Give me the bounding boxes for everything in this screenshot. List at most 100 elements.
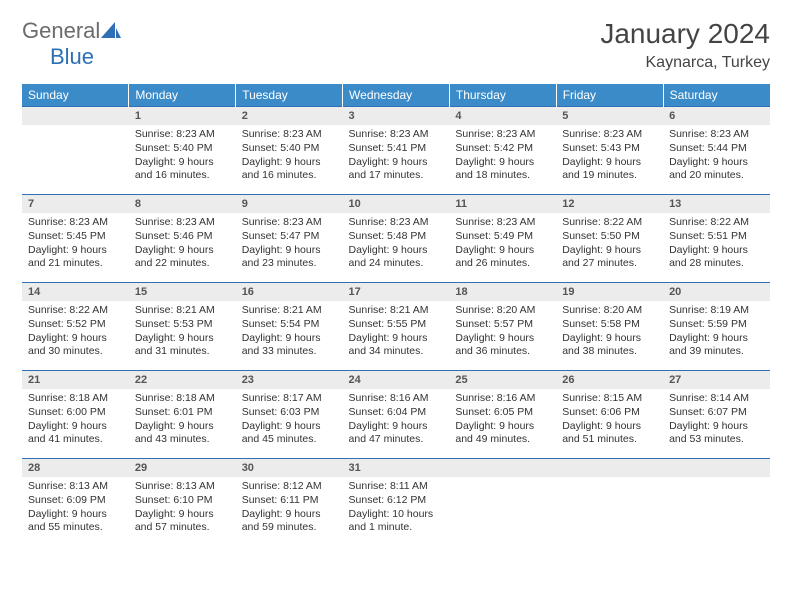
day-number: 20 (663, 283, 770, 301)
day-text: Sunrise: 8:19 AMSunset: 5:59 PMDaylight:… (663, 301, 770, 365)
calendar-cell: 28Sunrise: 8:13 AMSunset: 6:09 PMDayligh… (22, 459, 129, 547)
day-text: Sunrise: 8:21 AMSunset: 5:54 PMDaylight:… (236, 301, 343, 365)
calendar-header: SundayMondayTuesdayWednesdayThursdayFrid… (22, 84, 770, 107)
day-text: Sunrise: 8:20 AMSunset: 5:57 PMDaylight:… (449, 301, 556, 365)
calendar-cell: 21Sunrise: 8:18 AMSunset: 6:00 PMDayligh… (22, 371, 129, 459)
day-number: 8 (129, 195, 236, 213)
calendar-cell: 20Sunrise: 8:19 AMSunset: 5:59 PMDayligh… (663, 283, 770, 371)
calendar-cell: 6Sunrise: 8:23 AMSunset: 5:44 PMDaylight… (663, 107, 770, 195)
calendar-row: 14Sunrise: 8:22 AMSunset: 5:52 PMDayligh… (22, 283, 770, 371)
weekday-sunday: Sunday (22, 84, 129, 107)
day-text: Sunrise: 8:13 AMSunset: 6:09 PMDaylight:… (22, 477, 129, 541)
calendar-cell: 22Sunrise: 8:18 AMSunset: 6:01 PMDayligh… (129, 371, 236, 459)
day-text: Sunrise: 8:11 AMSunset: 6:12 PMDaylight:… (343, 477, 450, 541)
calendar-cell-empty (556, 459, 663, 547)
day-text: Sunrise: 8:23 AMSunset: 5:42 PMDaylight:… (449, 125, 556, 189)
location: Kaynarca, Turkey (600, 54, 770, 72)
calendar-cell: 29Sunrise: 8:13 AMSunset: 6:10 PMDayligh… (129, 459, 236, 547)
calendar-cell: 31Sunrise: 8:11 AMSunset: 6:12 PMDayligh… (343, 459, 450, 547)
day-text: Sunrise: 8:17 AMSunset: 6:03 PMDaylight:… (236, 389, 343, 453)
day-number: 28 (22, 459, 129, 477)
weekday-monday: Monday (129, 84, 236, 107)
day-number: 24 (343, 371, 450, 389)
day-number: 15 (129, 283, 236, 301)
calendar-row: 28Sunrise: 8:13 AMSunset: 6:09 PMDayligh… (22, 459, 770, 547)
day-text: Sunrise: 8:23 AMSunset: 5:45 PMDaylight:… (22, 213, 129, 277)
day-number: 23 (236, 371, 343, 389)
day-number: 25 (449, 371, 556, 389)
day-number: 29 (129, 459, 236, 477)
calendar-cell: 11Sunrise: 8:23 AMSunset: 5:49 PMDayligh… (449, 195, 556, 283)
day-number: 14 (22, 283, 129, 301)
brand-name: GeneralBlue (22, 18, 123, 70)
day-text: Sunrise: 8:12 AMSunset: 6:11 PMDaylight:… (236, 477, 343, 541)
day-text: Sunrise: 8:16 AMSunset: 6:05 PMDaylight:… (449, 389, 556, 453)
day-number: 18 (449, 283, 556, 301)
day-text: Sunrise: 8:23 AMSunset: 5:40 PMDaylight:… (129, 125, 236, 189)
day-number: 26 (556, 371, 663, 389)
calendar-cell: 9Sunrise: 8:23 AMSunset: 5:47 PMDaylight… (236, 195, 343, 283)
weekday-tuesday: Tuesday (236, 84, 343, 107)
day-number: 3 (343, 107, 450, 125)
calendar-row: 1Sunrise: 8:23 AMSunset: 5:40 PMDaylight… (22, 107, 770, 195)
day-number-empty (556, 459, 663, 477)
day-text: Sunrise: 8:22 AMSunset: 5:50 PMDaylight:… (556, 213, 663, 277)
brand-name-2: Blue (50, 44, 94, 69)
calendar-cell: 7Sunrise: 8:23 AMSunset: 5:45 PMDaylight… (22, 195, 129, 283)
calendar-cell-empty (449, 459, 556, 547)
calendar-cell-empty (22, 107, 129, 195)
calendar-cell: 13Sunrise: 8:22 AMSunset: 5:51 PMDayligh… (663, 195, 770, 283)
brand-logo: GeneralBlue (22, 18, 123, 70)
day-number: 1 (129, 107, 236, 125)
day-text: Sunrise: 8:20 AMSunset: 5:58 PMDaylight:… (556, 301, 663, 365)
day-text: Sunrise: 8:23 AMSunset: 5:46 PMDaylight:… (129, 213, 236, 277)
weekday-friday: Friday (556, 84, 663, 107)
day-number: 22 (129, 371, 236, 389)
calendar-cell: 25Sunrise: 8:16 AMSunset: 6:05 PMDayligh… (449, 371, 556, 459)
calendar-cell: 2Sunrise: 8:23 AMSunset: 5:40 PMDaylight… (236, 107, 343, 195)
day-number: 16 (236, 283, 343, 301)
day-number: 2 (236, 107, 343, 125)
calendar-cell: 16Sunrise: 8:21 AMSunset: 5:54 PMDayligh… (236, 283, 343, 371)
calendar-cell: 18Sunrise: 8:20 AMSunset: 5:57 PMDayligh… (449, 283, 556, 371)
day-number-empty (663, 459, 770, 477)
sail-icon (101, 22, 121, 38)
weekday-thursday: Thursday (449, 84, 556, 107)
day-text: Sunrise: 8:23 AMSunset: 5:48 PMDaylight:… (343, 213, 450, 277)
calendar-cell: 1Sunrise: 8:23 AMSunset: 5:40 PMDaylight… (129, 107, 236, 195)
day-number-empty (22, 107, 129, 125)
calendar-cell: 17Sunrise: 8:21 AMSunset: 5:55 PMDayligh… (343, 283, 450, 371)
day-number: 30 (236, 459, 343, 477)
calendar-cell: 14Sunrise: 8:22 AMSunset: 5:52 PMDayligh… (22, 283, 129, 371)
calendar-cell: 3Sunrise: 8:23 AMSunset: 5:41 PMDaylight… (343, 107, 450, 195)
brand-name-1: General (22, 18, 100, 43)
day-number: 11 (449, 195, 556, 213)
calendar: SundayMondayTuesdayWednesdayThursdayFrid… (22, 84, 770, 547)
day-number: 17 (343, 283, 450, 301)
calendar-cell: 30Sunrise: 8:12 AMSunset: 6:11 PMDayligh… (236, 459, 343, 547)
title-block: January 2024 Kaynarca, Turkey (600, 18, 770, 72)
header: GeneralBlue January 2024 Kaynarca, Turke… (22, 18, 770, 72)
day-number: 4 (449, 107, 556, 125)
calendar-cell: 15Sunrise: 8:21 AMSunset: 5:53 PMDayligh… (129, 283, 236, 371)
weekday-wednesday: Wednesday (343, 84, 450, 107)
calendar-body: 1Sunrise: 8:23 AMSunset: 5:40 PMDaylight… (22, 107, 770, 547)
day-number: 19 (556, 283, 663, 301)
day-number: 10 (343, 195, 450, 213)
calendar-cell: 8Sunrise: 8:23 AMSunset: 5:46 PMDaylight… (129, 195, 236, 283)
day-number: 5 (556, 107, 663, 125)
day-text: Sunrise: 8:22 AMSunset: 5:51 PMDaylight:… (663, 213, 770, 277)
day-text: Sunrise: 8:23 AMSunset: 5:40 PMDaylight:… (236, 125, 343, 189)
calendar-cell: 10Sunrise: 8:23 AMSunset: 5:48 PMDayligh… (343, 195, 450, 283)
weekday-saturday: Saturday (663, 84, 770, 107)
day-text: Sunrise: 8:23 AMSunset: 5:41 PMDaylight:… (343, 125, 450, 189)
calendar-cell: 12Sunrise: 8:22 AMSunset: 5:50 PMDayligh… (556, 195, 663, 283)
calendar-cell: 27Sunrise: 8:14 AMSunset: 6:07 PMDayligh… (663, 371, 770, 459)
page-title: January 2024 (600, 18, 770, 50)
calendar-cell: 4Sunrise: 8:23 AMSunset: 5:42 PMDaylight… (449, 107, 556, 195)
day-text: Sunrise: 8:23 AMSunset: 5:47 PMDaylight:… (236, 213, 343, 277)
day-number: 6 (663, 107, 770, 125)
calendar-cell: 24Sunrise: 8:16 AMSunset: 6:04 PMDayligh… (343, 371, 450, 459)
day-text: Sunrise: 8:13 AMSunset: 6:10 PMDaylight:… (129, 477, 236, 541)
day-text: Sunrise: 8:15 AMSunset: 6:06 PMDaylight:… (556, 389, 663, 453)
